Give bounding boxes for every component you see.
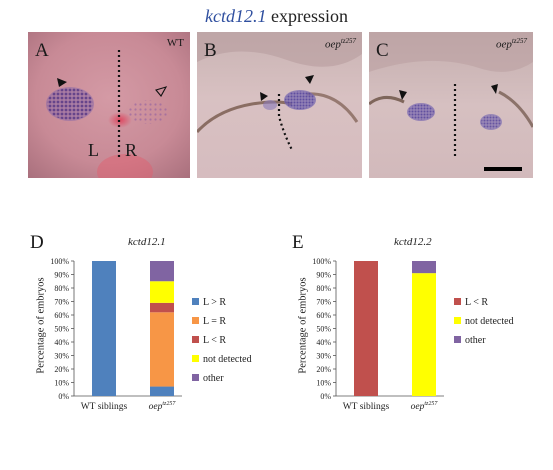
title-gene: kctd12.1 — [205, 6, 267, 26]
arrowhead-filled-icon — [305, 75, 314, 84]
chart-e-svg: 0% 10% 20% 30% 40% 50% 60% 70% 80% 90% 100% WT sibl… — [312, 257, 514, 412]
y-tick-label: 20% — [54, 365, 69, 374]
panel-tag-sup: tz257 — [340, 37, 356, 45]
chart-title: kctd12.2 — [394, 236, 432, 248]
bar-segment — [150, 386, 174, 396]
panel-a-image — [28, 32, 190, 178]
legend-swatch — [192, 374, 199, 381]
panel-c-image — [369, 32, 533, 178]
x-tick-label: oeptz257 — [411, 401, 439, 412]
legend-label: not detected — [465, 316, 514, 327]
panel-tag: oeptz257 — [325, 37, 356, 51]
y-tick-label: 0% — [320, 392, 331, 401]
y-tick-label: 10% — [316, 379, 331, 388]
chart-e: E kctd12.2 Percentage of embryos 0% 10% 20… — [292, 232, 542, 422]
panel-tag-sup: tz257 — [511, 37, 527, 45]
legend-swatch — [192, 336, 199, 343]
y-tick-label: 60% — [316, 311, 331, 320]
panel-c: C oeptz257 — [369, 32, 533, 178]
arrowhead-filled-icon — [260, 92, 268, 101]
arrowhead-filled-icon — [57, 78, 67, 87]
chart-title: kctd12.1 — [128, 236, 166, 248]
x-tick-label: WT siblings — [343, 402, 390, 412]
legend-label: L < R — [465, 297, 488, 308]
panel-tag: WT — [166, 37, 184, 49]
legend-label: L < R — [203, 335, 226, 346]
panel-tag-base: oep — [324, 38, 341, 51]
y-tick-label: 80% — [54, 284, 69, 293]
chart-letter: D — [30, 232, 44, 253]
legend-label: other — [203, 373, 224, 384]
y-tick-label: 100% — [312, 257, 331, 266]
legend-swatch — [454, 298, 461, 305]
chart-d-svg: 0% 10% 20% 30% 40% 50% 60% 70% 80% 90% 100% WT sibl… — [50, 257, 252, 412]
y-tick-label: 0% — [58, 392, 69, 401]
panel-tag-base: oep — [495, 38, 512, 51]
y-tick-label: 40% — [316, 338, 331, 347]
figure-title: kctd12.1 expression — [0, 6, 553, 27]
arrowhead-open-icon — [155, 86, 168, 97]
y-tick-label: 30% — [54, 352, 69, 361]
y-tick-label: 60% — [54, 311, 69, 320]
y-tick-label: 50% — [54, 325, 69, 334]
y-tick-label: 100% — [50, 257, 69, 266]
y-tick-label: 50% — [316, 325, 331, 334]
panel-tag: oeptz257 — [496, 37, 527, 51]
y-tick-label: 10% — [54, 379, 69, 388]
legend-label: not detected — [203, 354, 252, 365]
legend-swatch — [192, 355, 199, 362]
panel-letter: A — [35, 40, 49, 61]
legend-swatch — [192, 317, 199, 324]
y-tick-label: 70% — [316, 298, 331, 307]
y-tick-label: 20% — [316, 365, 331, 374]
chart-letter: E — [292, 232, 304, 253]
y-tick-label: 30% — [316, 352, 331, 361]
bar-segment — [92, 261, 116, 396]
bar-segment — [150, 281, 174, 303]
bar-segment — [412, 261, 436, 274]
legend-label: other — [465, 335, 486, 346]
panel-b-image — [197, 32, 362, 178]
legend-label: L = R — [203, 316, 226, 327]
bar-segment — [150, 261, 174, 282]
left-side-label: L — [88, 140, 99, 160]
y-tick-label: 70% — [54, 298, 69, 307]
panel-b: B oeptz257 — [197, 32, 362, 178]
panel-letter: B — [204, 40, 217, 61]
legend-swatch — [192, 298, 199, 305]
bar-segment — [354, 261, 378, 396]
scale-bar — [484, 167, 522, 171]
bar-segment — [150, 302, 174, 313]
title-rest: expression — [266, 6, 348, 26]
y-tick-label: 90% — [316, 271, 331, 280]
x-tick-label: oeptz257 — [149, 401, 177, 412]
panel-letter: C — [376, 40, 389, 61]
legend-swatch — [454, 317, 461, 324]
right-side-label: R — [125, 140, 138, 160]
panel-a: A WT L R — [28, 32, 190, 178]
x-tick-label: WT siblings — [81, 402, 128, 412]
arrowhead-filled-icon — [399, 90, 407, 100]
arrowhead-filled-icon — [491, 84, 498, 94]
bar-segment — [412, 273, 436, 396]
legend-label: L > R — [203, 297, 226, 308]
y-tick-label: 80% — [316, 284, 331, 293]
y-tick-label: 90% — [54, 271, 69, 280]
legend-swatch — [454, 336, 461, 343]
bar-segment — [150, 312, 174, 387]
y-tick-label: 40% — [54, 338, 69, 347]
chart-d: D kctd12.1 Percentage of embryos 0% 10% 20… — [30, 232, 280, 422]
